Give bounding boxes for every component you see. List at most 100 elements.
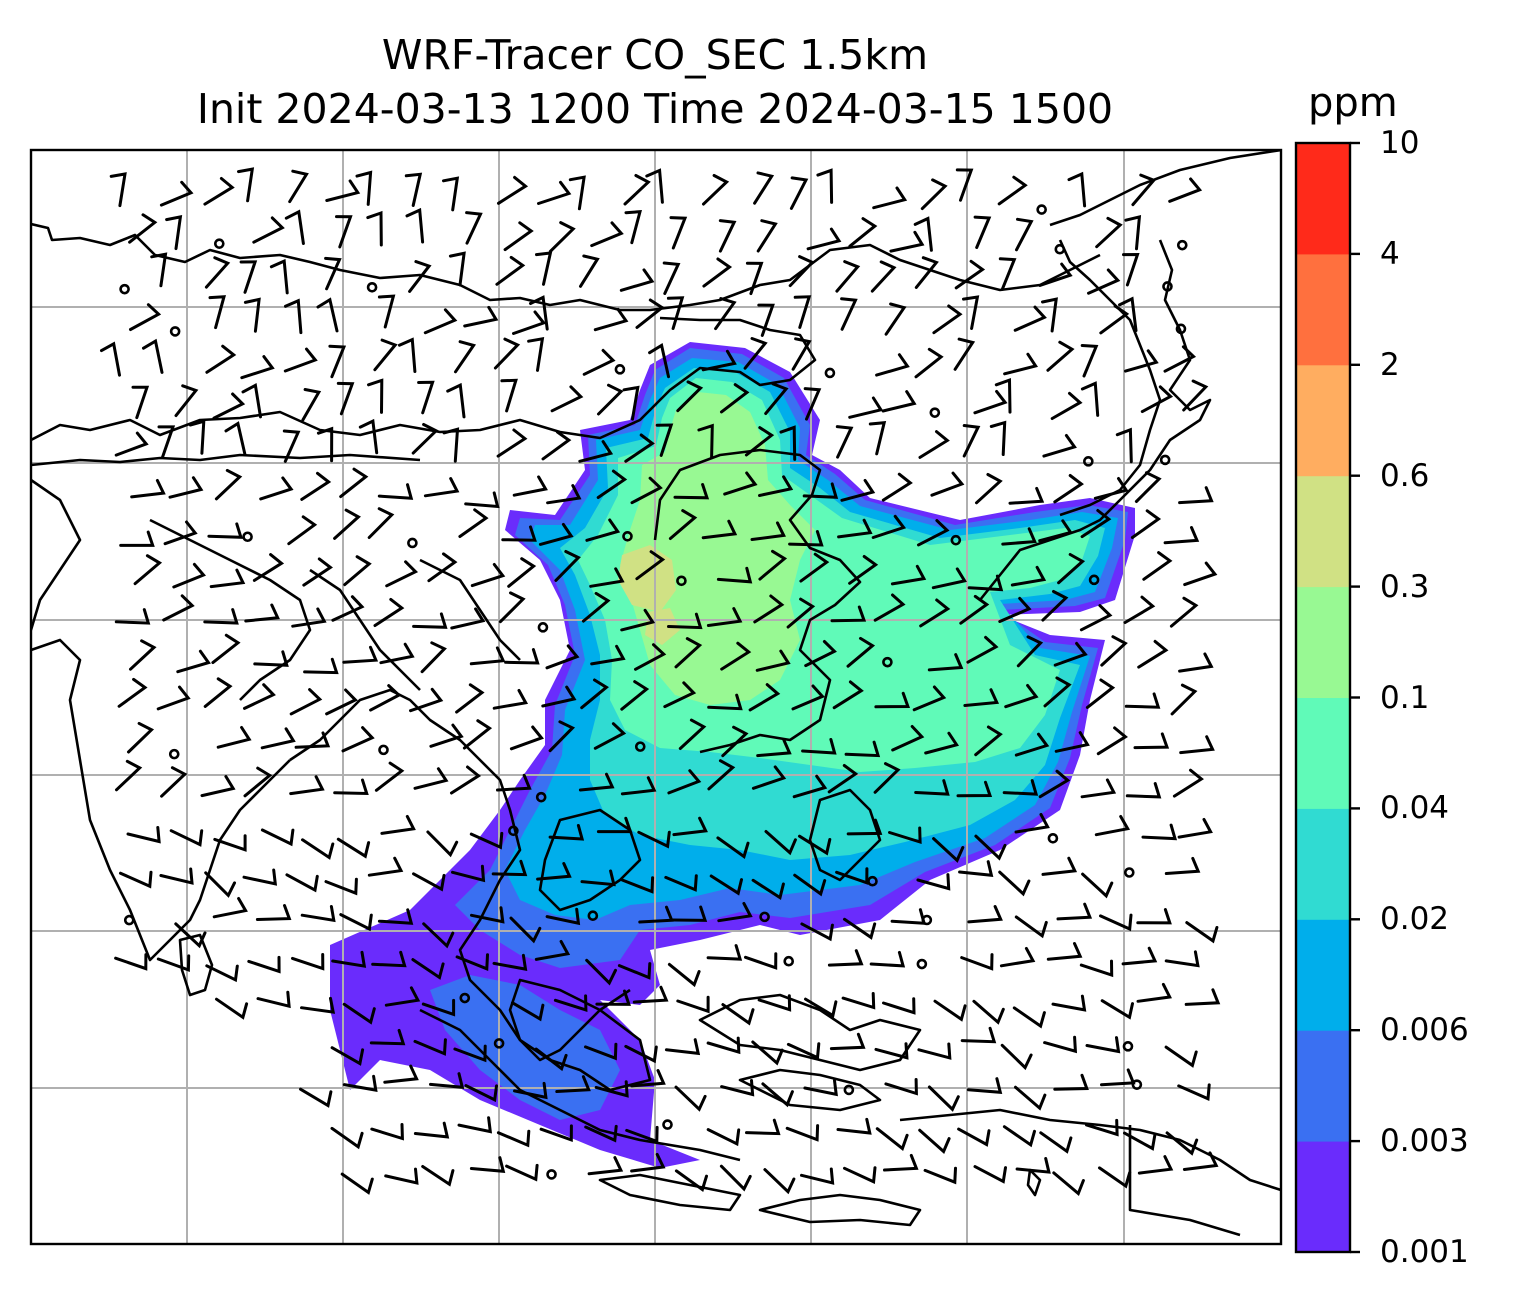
wind-barb bbox=[874, 1042, 909, 1060]
wind-barb bbox=[537, 180, 572, 205]
wind-barb bbox=[1183, 561, 1218, 587]
wind-barb bbox=[1000, 1043, 1033, 1071]
wind-barb bbox=[1098, 1166, 1132, 1189]
wind-barb bbox=[371, 950, 407, 968]
wind-barb bbox=[336, 837, 371, 859]
wind-barb bbox=[1164, 856, 1201, 875]
wind-barb bbox=[1137, 639, 1169, 669]
wind-barb bbox=[1125, 782, 1162, 799]
calm-wind-marker bbox=[1159, 454, 1171, 466]
wind-barb bbox=[288, 169, 309, 204]
wind-barb bbox=[462, 719, 493, 750]
wind-barb bbox=[744, 426, 775, 457]
wind-barb bbox=[247, 955, 281, 974]
wind-barb bbox=[932, 837, 965, 863]
wind-barb bbox=[757, 994, 792, 1012]
wind-barb bbox=[756, 219, 778, 253]
wind-barb bbox=[503, 221, 534, 252]
wind-barb bbox=[174, 922, 207, 949]
wind-barb bbox=[998, 596, 1032, 623]
wind-barb bbox=[846, 636, 876, 668]
wind-barb bbox=[1053, 641, 1088, 667]
calm-wind-marker bbox=[759, 911, 770, 923]
wind-barb bbox=[300, 471, 332, 501]
wind-barb bbox=[300, 996, 336, 1014]
wind-barb bbox=[1046, 340, 1075, 372]
map-title-line1: WRF-Tracer CO_SEC 1.5km bbox=[381, 31, 929, 79]
wind-barb bbox=[301, 838, 335, 860]
wind-barb bbox=[429, 1072, 465, 1089]
wind-barb bbox=[584, 1124, 618, 1143]
wind-barb bbox=[848, 217, 878, 248]
wind-barb bbox=[676, 380, 704, 413]
wind-barb bbox=[316, 426, 334, 463]
wind-barb bbox=[325, 688, 358, 716]
wind-barb bbox=[1050, 391, 1083, 420]
wind-barb bbox=[465, 211, 483, 245]
wind-barb bbox=[358, 418, 379, 455]
wind-barb bbox=[504, 648, 540, 665]
wind-barb bbox=[788, 530, 824, 547]
wind-barb bbox=[1015, 1157, 1051, 1174]
wind-barb bbox=[1100, 999, 1134, 1020]
wind-barb bbox=[1133, 732, 1170, 750]
wind-barb bbox=[380, 814, 416, 835]
wind-barb bbox=[550, 385, 584, 413]
calm-wind-marker bbox=[168, 748, 180, 760]
wind-barb bbox=[1002, 779, 1039, 796]
wind-barb bbox=[791, 337, 812, 371]
plume-level-0.003-south bbox=[430, 975, 620, 1120]
calm-wind-marker bbox=[1131, 1079, 1143, 1090]
wind-barb bbox=[505, 1163, 539, 1182]
wind-barb bbox=[676, 995, 710, 1014]
wind-barb bbox=[1169, 596, 1199, 628]
wind-barb bbox=[619, 268, 655, 292]
wind-barb bbox=[385, 560, 419, 588]
calm-wind-marker bbox=[1036, 204, 1047, 215]
wind-barb bbox=[1041, 856, 1078, 876]
wind-barb bbox=[835, 867, 869, 885]
calm-wind-marker bbox=[535, 791, 547, 803]
wind-barb bbox=[1170, 683, 1198, 716]
calm-wind-marker bbox=[537, 622, 549, 633]
wind-barb bbox=[966, 635, 999, 664]
calm-wind-marker bbox=[916, 958, 928, 970]
wind-barb bbox=[720, 1079, 755, 1097]
wind-barb bbox=[1130, 509, 1162, 539]
wind-barb bbox=[421, 1165, 455, 1187]
wind-barb bbox=[423, 308, 458, 335]
calm-wind-marker bbox=[508, 825, 519, 837]
wind-barb bbox=[835, 260, 861, 293]
wind-barb bbox=[580, 678, 609, 710]
wind-barb bbox=[554, 550, 581, 582]
calm-wind-marker bbox=[378, 744, 389, 756]
wind-barb bbox=[294, 731, 331, 749]
wind-barb bbox=[129, 639, 157, 671]
wind-barb bbox=[630, 1069, 666, 1088]
wind-barb bbox=[751, 878, 785, 900]
wind-barb bbox=[1038, 262, 1073, 287]
wind-barb bbox=[999, 946, 1036, 968]
calm-wind-marker bbox=[169, 326, 181, 337]
wind-barb bbox=[1079, 604, 1113, 632]
wind-barb bbox=[875, 353, 910, 377]
wind-barb bbox=[241, 382, 262, 419]
wind-barb bbox=[933, 999, 967, 1022]
wind-barb bbox=[745, 261, 764, 296]
wind-barb bbox=[492, 689, 529, 710]
wind-barb bbox=[451, 864, 486, 883]
wind-barb bbox=[756, 738, 792, 758]
wind-barb bbox=[423, 477, 460, 498]
wind-barb bbox=[625, 1125, 659, 1144]
wind-barb bbox=[596, 816, 633, 834]
wind-barb bbox=[706, 944, 743, 961]
wind-barb bbox=[587, 1156, 624, 1176]
wind-barb bbox=[1178, 486, 1214, 505]
coastlines-and-borders bbox=[31, 150, 1281, 1237]
wind-barb bbox=[997, 175, 1028, 206]
wind-barb bbox=[377, 294, 396, 329]
wind-barb bbox=[253, 650, 289, 667]
wind-barb bbox=[1124, 214, 1142, 251]
wind-barb bbox=[448, 251, 466, 287]
wind-barb bbox=[597, 383, 624, 416]
